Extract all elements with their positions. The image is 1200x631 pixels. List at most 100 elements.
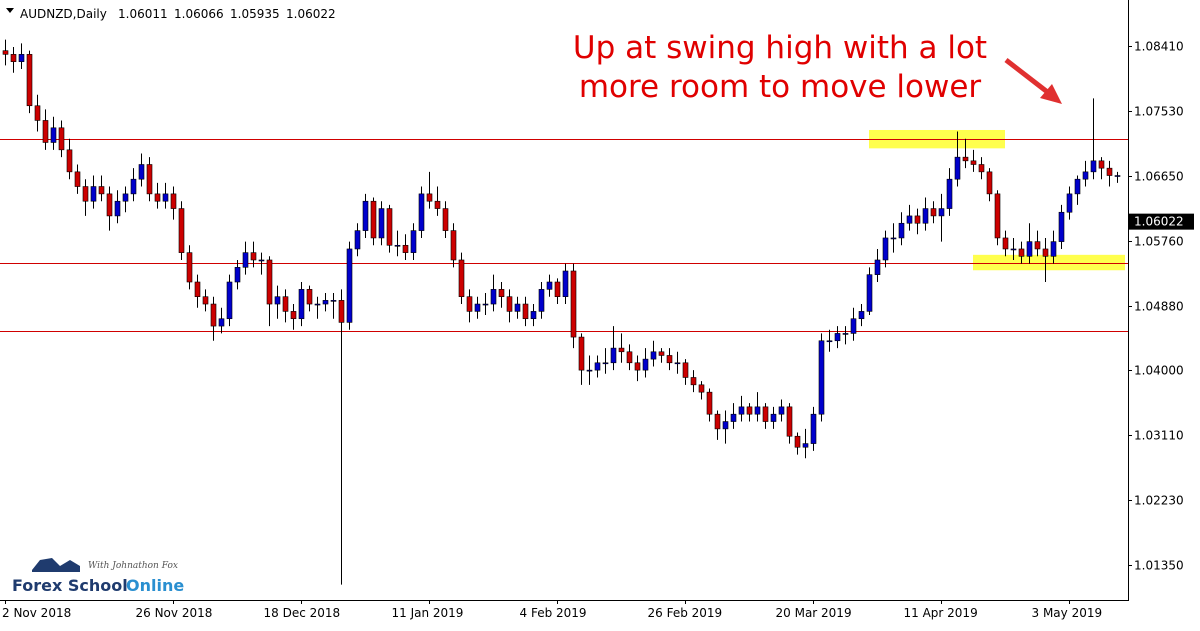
candle-body (2, 50, 9, 55)
candle-body (1106, 167, 1113, 176)
price-label: 1.06022 (1134, 215, 1184, 229)
candle-body (42, 120, 49, 143)
candle-body (322, 300, 329, 305)
candle-body (610, 347, 617, 364)
y-tick-label: 1.08410 (1134, 40, 1184, 54)
y-tick-label: 1.06650 (1134, 170, 1184, 184)
price-label-box (1128, 213, 1194, 230)
candle-body (498, 289, 505, 297)
arrow-shaft (1004, 58, 1052, 96)
candle-body (922, 208, 929, 224)
candle-body (818, 340, 825, 415)
candle-body (770, 413, 777, 422)
arrow-head (1040, 84, 1062, 104)
y-tick-label: 1.05760 (1134, 235, 1184, 249)
candle-body (978, 164, 985, 173)
symbol: AUDNZD,Daily (20, 7, 107, 21)
candle-body (162, 193, 169, 202)
candle-body (410, 230, 417, 253)
x-tick-label: 18 Dec 2018 (264, 606, 341, 620)
candle-body (930, 208, 937, 217)
candle-body (10, 54, 17, 62)
candle-body (274, 296, 281, 305)
candle-body (442, 208, 449, 231)
candle-body (106, 193, 113, 217)
candle-body (522, 303, 529, 320)
candle-body (402, 244, 409, 253)
candle-body (658, 351, 665, 356)
candle-body (986, 171, 993, 195)
candle-body (258, 259, 265, 262)
candle-body (58, 127, 65, 151)
candle-body (506, 296, 513, 312)
candle-body (602, 362, 609, 365)
candle-body (250, 252, 257, 261)
candle-body (642, 358, 649, 371)
x-tick-label: 3 May 2019 (1032, 606, 1103, 620)
candle-body (282, 296, 289, 312)
candle-body (570, 270, 577, 338)
candle-body (746, 406, 753, 415)
candle-body (66, 149, 73, 173)
candle-body (98, 186, 105, 195)
candle-body (362, 200, 369, 231)
candle-body (170, 193, 177, 209)
y-tick-label: 1.01350 (1134, 559, 1184, 573)
plot-area (0, 39, 1128, 585)
candle-body (578, 336, 585, 371)
quote-high: 1.06066 (174, 7, 224, 21)
candle-body (850, 318, 857, 334)
quote-low: 1.05935 (230, 7, 280, 21)
x-tick-label: 11 Jan 2019 (392, 606, 464, 620)
candle-body (634, 362, 641, 371)
candle-body (242, 252, 249, 268)
candle-body (114, 200, 121, 217)
candle-body (962, 156, 969, 162)
candle-body (1082, 171, 1089, 180)
candle-body (1026, 241, 1033, 257)
candle-body (146, 164, 153, 195)
candle-body (434, 200, 441, 209)
candle-body (130, 178, 137, 195)
candle-body (1002, 237, 1009, 250)
candle-body (906, 215, 913, 224)
candle-body (714, 413, 721, 430)
candle-body (1018, 248, 1025, 257)
logo-name-2: Online (126, 576, 184, 595)
candle-body (298, 289, 305, 320)
candle-body (1098, 160, 1105, 169)
candle-body (810, 413, 817, 444)
candle-body (1010, 248, 1017, 251)
candle-body (898, 222, 905, 239)
candle-body (330, 300, 337, 302)
y-tick-label: 1.02230 (1134, 494, 1184, 508)
candle-body (186, 252, 193, 283)
candle-body (874, 259, 881, 275)
logo-tagline: With Johnathon Fox (88, 561, 178, 571)
x-tick-label: 2 Nov 2018 (2, 606, 71, 620)
candle-body (314, 303, 321, 306)
y-tick-label: 1.04880 (1134, 300, 1184, 314)
candle-body (538, 289, 545, 312)
candle-body (938, 208, 945, 217)
candle-body (418, 193, 425, 231)
candle-body (866, 274, 873, 312)
x-tick-label: 20 Mar 2019 (776, 606, 852, 620)
candle-body (914, 215, 921, 224)
candle-body (394, 244, 401, 247)
x-tick-label: 4 Feb 2019 (520, 606, 587, 620)
candle-body (786, 406, 793, 437)
candle-body (1058, 211, 1065, 242)
candle-body (1050, 241, 1057, 257)
candle-body (154, 193, 161, 202)
candle-body (122, 193, 129, 202)
x-tick-label: 26 Feb 2019 (648, 606, 723, 620)
candle-body (762, 406, 769, 422)
y-tick-label: 1.04000 (1134, 364, 1184, 378)
candle-body (194, 281, 201, 297)
candle-body (474, 303, 481, 312)
candle-body (1066, 193, 1073, 213)
candle-body (1090, 160, 1097, 173)
candle-body (618, 347, 625, 353)
